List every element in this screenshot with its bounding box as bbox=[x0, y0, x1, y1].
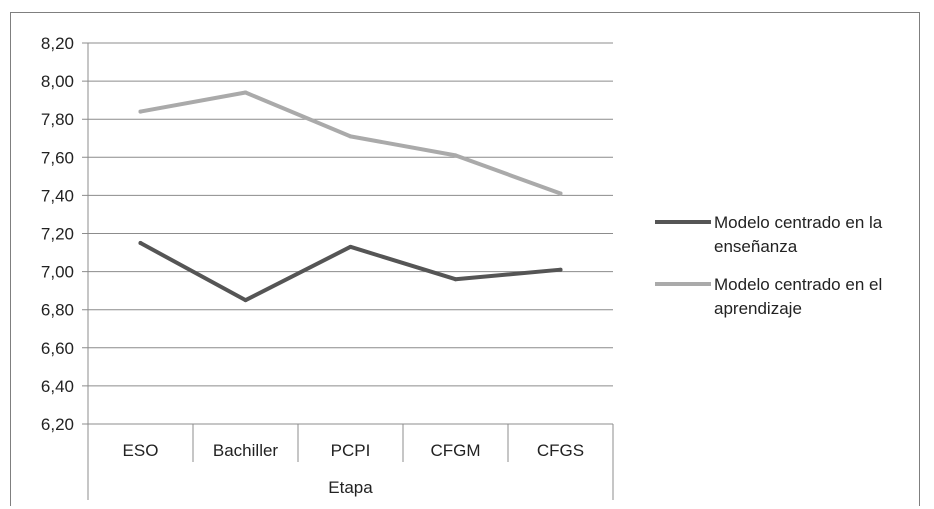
legend-label: Modelo centrado en el bbox=[714, 275, 882, 294]
legend-entry-1: Modelo centrado en la enseñanza bbox=[655, 213, 883, 256]
y-tick-label: 6,40 bbox=[41, 377, 74, 396]
x-tick-label: PCPI bbox=[331, 441, 371, 460]
y-tick-label: 8,00 bbox=[41, 72, 74, 91]
x-axis-title: Etapa bbox=[328, 478, 373, 497]
legend-label: aprendizaje bbox=[714, 299, 802, 318]
data-point bbox=[348, 244, 353, 249]
data-point bbox=[243, 90, 248, 95]
legend-entry-2: Modelo centrado en el aprendizaje bbox=[655, 275, 882, 318]
y-tick-label: 7,40 bbox=[41, 186, 74, 205]
legend-label: enseñanza bbox=[714, 237, 798, 256]
series-line-2 bbox=[138, 90, 563, 196]
y-tick-label: 8,20 bbox=[41, 34, 74, 53]
y-tick-label: 6,20 bbox=[41, 415, 74, 434]
x-tick-label: Bachiller bbox=[213, 441, 279, 460]
legend-label: Modelo centrado en la bbox=[714, 213, 883, 232]
x-axis: ESO Bachiller PCPI CFGM CFGS Etapa bbox=[123, 424, 614, 500]
data-point bbox=[558, 191, 563, 196]
data-point bbox=[558, 267, 563, 272]
y-tick-label: 7,00 bbox=[41, 263, 74, 282]
data-point bbox=[453, 277, 458, 282]
series-lines bbox=[138, 90, 563, 303]
data-point bbox=[138, 109, 143, 114]
x-tick-label: CFGS bbox=[537, 441, 584, 460]
y-tick-label: 7,20 bbox=[41, 225, 74, 244]
chart-frame bbox=[10, 12, 920, 506]
data-point bbox=[348, 134, 353, 139]
x-tick-label: ESO bbox=[123, 441, 159, 460]
y-axis: 6,20 6,40 6,60 6,80 7,00 7,20 7,40 7,60 7,80 8,00… bbox=[41, 34, 89, 500]
y-tick-label: 7,60 bbox=[41, 148, 74, 167]
y-tick-label: 6,60 bbox=[41, 339, 74, 358]
gridlines bbox=[82, 42, 613, 425]
y-tick-label: 6,80 bbox=[41, 301, 74, 320]
data-point bbox=[138, 241, 143, 246]
y-tick-label: 7,80 bbox=[41, 110, 74, 129]
data-point bbox=[453, 153, 458, 158]
data-point bbox=[243, 298, 248, 303]
x-tick-label: CFGM bbox=[430, 441, 480, 460]
